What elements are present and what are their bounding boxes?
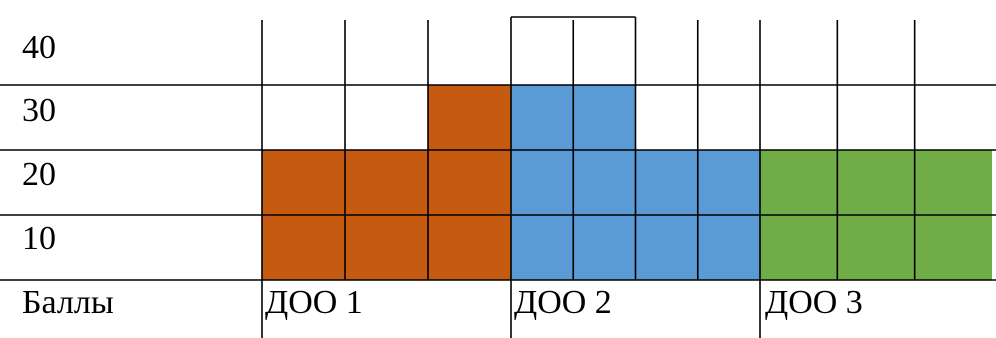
group-labels: ДОО 1 ДОО 2 ДОО 3 — [265, 284, 863, 321]
group-label-doo-1: ДОО 1 — [265, 284, 363, 321]
y-tick-label-20: 20 — [22, 156, 56, 193]
group-label-doo-2: ДОО 2 — [514, 284, 612, 321]
y-tick-label-30: 30 — [22, 92, 56, 129]
bars-layer — [262, 85, 992, 280]
grid-layer — [0, 16, 996, 338]
row-header-label: Баллы — [22, 284, 114, 321]
y-tick-labels: 40 30 20 10 Баллы — [22, 29, 114, 321]
bar-group-1-bar-3 — [428, 85, 511, 280]
y-tick-label-10: 10 — [22, 220, 56, 257]
bar-group-2-bar-2 — [573, 85, 636, 280]
y-tick-label-40: 40 — [22, 29, 56, 66]
bar-group-2-bar-1 — [511, 85, 574, 280]
group-label-doo-3: ДОО 3 — [765, 284, 863, 321]
